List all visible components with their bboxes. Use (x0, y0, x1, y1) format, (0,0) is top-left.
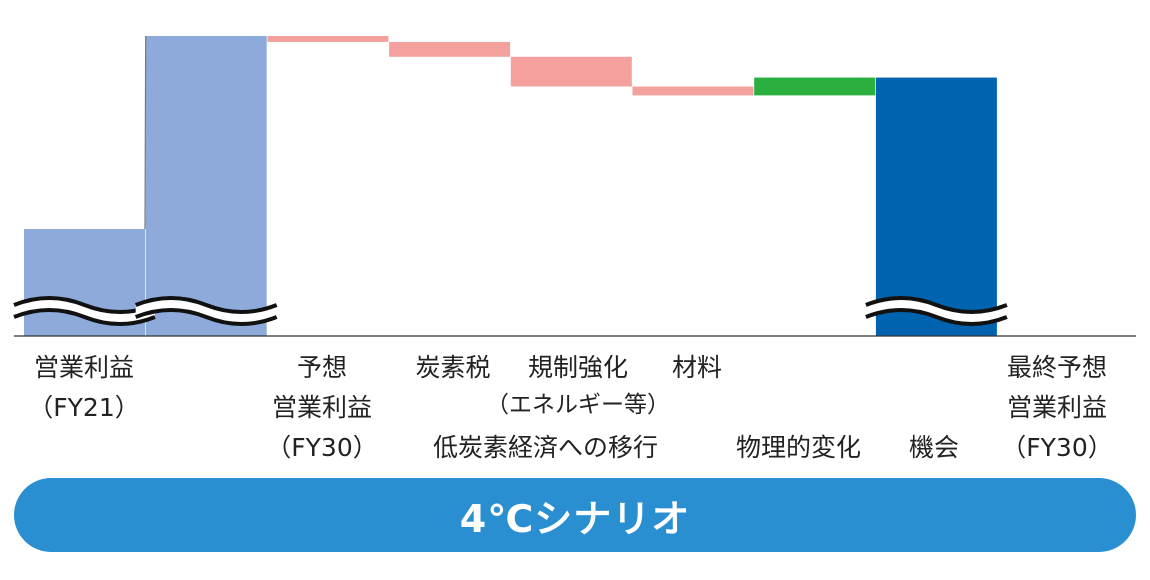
axis-break-fill-0 (14, 298, 155, 324)
bar-delta-4 (510, 56, 632, 87)
category-label: 規制強化 （エネルギー等） (468, 348, 688, 422)
group-label-transition: 低炭素経済への移行 (433, 433, 659, 462)
category-label-line: 炭素税 (415, 353, 491, 382)
category-label-line: （FY21） (28, 393, 140, 422)
category-label-line: （エネルギー等） (486, 392, 670, 418)
category-label: 材料 (587, 348, 807, 388)
category-label-line: 規制強化 (527, 353, 628, 382)
group-label-opportunity: 機会 (909, 433, 960, 462)
axis-break-fill-1 (135, 298, 277, 324)
category-label: 最終予想営業利益 （FY30） (947, 348, 1150, 468)
bar-delta-3 (389, 41, 511, 57)
axis-break-line-0 (13, 296, 156, 314)
connector-line (144, 35, 147, 230)
bar-delta-5 (632, 86, 754, 96)
bar-total-1 (145, 36, 267, 336)
category-label-line: 材料 (671, 353, 722, 382)
category-label-line: （FY30） (266, 433, 378, 462)
group-label-physical: 物理的変化 (736, 433, 862, 462)
waterfall-chart (13, 35, 1136, 337)
category-label-line: 営業利益 (1006, 393, 1107, 422)
axis-break-line-1 (134, 308, 278, 326)
category-label: 炭素税 (343, 348, 563, 388)
scenario-banner: 4℃シナリオ (14, 478, 1136, 552)
category-label-line: （FY30） (1001, 433, 1113, 462)
bar-total-7 (875, 77, 997, 337)
axis-break-line-7 (865, 308, 1008, 326)
axis-break-line-7 (865, 296, 1008, 314)
bar-delta-2 (267, 36, 389, 42)
axis-break-fill-7 (865, 298, 1007, 324)
axis-break-line-1 (134, 296, 278, 314)
category-label-line: 営業利益 (33, 353, 134, 382)
category-label: 営業利益 （FY21） (0, 348, 194, 428)
category-label: 予想営業利益 （FY30） (212, 348, 432, 468)
category-label-line: 営業利益 (271, 393, 372, 422)
category-label-line: 最終予想 (1006, 353, 1107, 382)
category-label-line: 予想 (296, 353, 347, 382)
axis-break-line-0 (13, 308, 156, 326)
bar-delta-6 (754, 77, 876, 96)
